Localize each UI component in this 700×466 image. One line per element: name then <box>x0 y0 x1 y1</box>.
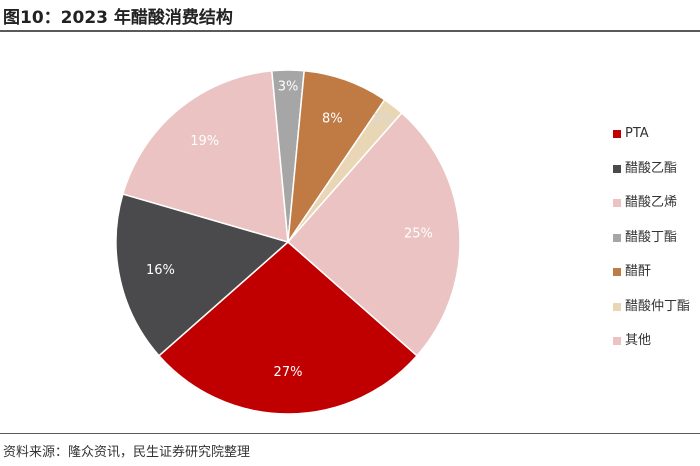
legend-swatch <box>613 268 621 276</box>
legend-swatch <box>613 164 621 173</box>
legend-label: 醋酸仲丁酯 <box>625 298 691 314</box>
legend-swatch <box>613 199 621 207</box>
legend-swatch <box>613 302 621 311</box>
legend-label: 醋酐 <box>625 264 652 279</box>
legend-label: 其他 <box>625 333 652 348</box>
legend-swatch <box>613 233 621 242</box>
data-label-5: 8% <box>322 112 343 127</box>
page-title: 图10：2023 年醋酸消费结构 <box>3 8 233 28</box>
source-note: 资料来源：隆众资讯，民生证券研究院整理 <box>3 445 251 460</box>
legend-label: 醋酸乙烯 <box>625 195 678 210</box>
title-bar: 图10：2023 年醋酸消费结构 <box>0 0 700 32</box>
pie-slice-1 <box>157 241 419 415</box>
legend-swatch <box>613 130 621 138</box>
legend-label: 醋酸丁酯 <box>625 229 678 245</box>
legend-swatch <box>613 337 621 345</box>
pie-slices <box>115 69 461 415</box>
pie-slice-7 <box>286 111 461 357</box>
data-label-2: 16% <box>146 263 175 278</box>
pie-slice-2 <box>115 193 290 357</box>
data-label-7: 25% <box>404 226 433 241</box>
data-label-4: 3% <box>278 80 299 95</box>
data-label-6: 2% <box>373 112 394 127</box>
data-label-1: 27% <box>274 365 303 380</box>
footer-divider <box>0 433 700 434</box>
pie-slice-3 <box>121 69 289 244</box>
pie-data-labels: 27% 16% 19% 3% 8% 2% 25% <box>146 80 433 381</box>
legend-label: 醋酸乙酯 <box>625 160 678 176</box>
legend-label: PTA <box>625 126 649 141</box>
data-label-3: 19% <box>190 134 219 149</box>
